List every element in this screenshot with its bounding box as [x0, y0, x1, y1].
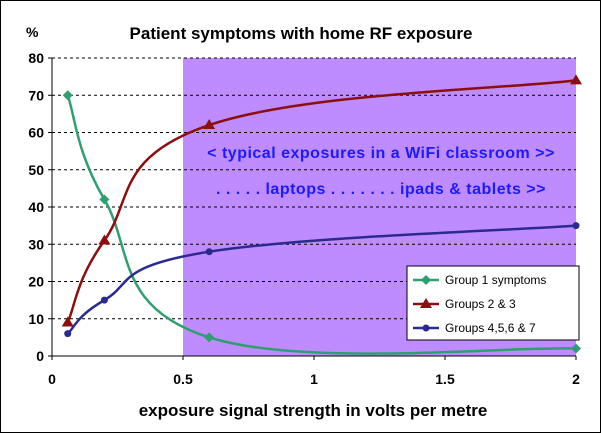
legend-label: Groups 2 & 3 — [445, 297, 516, 311]
data-point — [61, 316, 74, 327]
series-line — [66, 94, 577, 355]
x-tick-label: 1 — [310, 371, 318, 387]
legend-label: Group 1 symptoms — [445, 273, 546, 287]
series-3 — [64, 222, 580, 338]
annotation-laptops-tablets: . . . . . laptops . . . . . . . ipads & … — [216, 181, 546, 198]
x-tick-label: 0 — [48, 371, 56, 387]
chart-title: Patient symptoms with home RF exposure — [130, 24, 473, 43]
x-axis-label: exposure signal strength in volts per me… — [139, 401, 488, 420]
data-point — [99, 194, 110, 205]
y-tick-label: 0 — [36, 348, 44, 364]
series-1 — [62, 90, 581, 355]
y-axis-ticks: 0 10 20 30 40 50 60 70 80 — [28, 50, 52, 364]
data-point — [204, 332, 215, 343]
legend: Group 1 symptoms Groups 2 & 3 Groups 4,5,6… — [406, 265, 580, 341]
series-2 — [61, 74, 582, 327]
y-tick-label: 70 — [28, 87, 44, 103]
x-tick-label: 0.5 — [173, 371, 193, 387]
data-point — [100, 296, 108, 304]
data-point — [203, 119, 216, 130]
series-line — [66, 79, 577, 323]
series-lines — [61, 74, 582, 355]
y-tick-label: 10 — [28, 311, 44, 327]
data-point — [98, 234, 111, 245]
x-tick-label: 2 — [572, 371, 580, 387]
y-axis-label: % — [26, 24, 39, 40]
series-line — [66, 224, 577, 335]
data-point — [572, 222, 580, 230]
y-tick-label: 80 — [28, 50, 44, 66]
y-tick-label: 40 — [28, 199, 44, 215]
legend-label: Groups 4,5,6 & 7 — [445, 321, 536, 335]
y-tick-label: 60 — [28, 125, 44, 141]
x-tick-label: 1.5 — [435, 371, 455, 387]
data-point — [62, 90, 73, 101]
legend-marker — [420, 298, 432, 308]
data-point — [205, 248, 213, 256]
annotation-wifi-classroom: < typical exposures in a WiFi classroom … — [207, 145, 555, 162]
data-point — [64, 330, 72, 338]
data-point — [571, 343, 581, 354]
y-tick-label: 50 — [28, 162, 44, 178]
y-tick-label: 30 — [28, 236, 44, 252]
legend-marker — [422, 324, 430, 332]
x-axis-ticks: 0 0.5 1 1.5 2 — [48, 356, 580, 387]
data-point — [570, 74, 582, 85]
legend-marker — [421, 275, 431, 285]
y-tick-label: 20 — [28, 274, 44, 290]
